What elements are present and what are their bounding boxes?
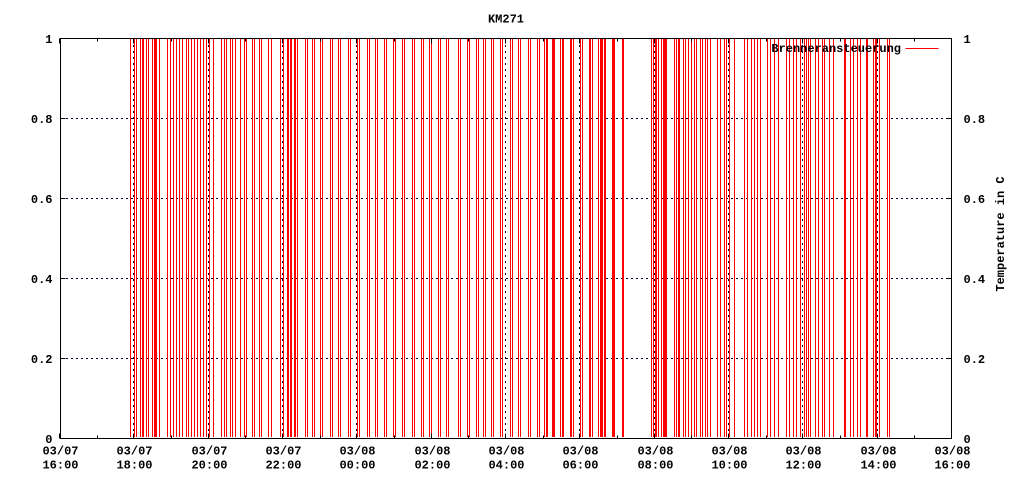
svg-text:0.2: 0.2: [31, 353, 53, 367]
svg-text:0.2: 0.2: [964, 353, 986, 367]
svg-text:KM271: KM271: [488, 13, 524, 27]
svg-text:00:00: 00:00: [339, 459, 375, 473]
svg-text:03/08: 03/08: [488, 445, 524, 459]
svg-text:12:00: 12:00: [785, 459, 821, 473]
svg-text:Temperature in C: Temperature in C: [994, 176, 1008, 291]
svg-text:06:00: 06:00: [562, 459, 598, 473]
svg-text:Brenneransteuerung: Brenneransteuerung: [771, 42, 901, 56]
svg-text:04:00: 04:00: [488, 459, 524, 473]
svg-text:08:00: 08:00: [637, 459, 673, 473]
svg-text:03/08: 03/08: [860, 445, 896, 459]
svg-text:18:00: 18:00: [116, 459, 152, 473]
svg-text:0.4: 0.4: [964, 273, 986, 287]
svg-text:03/07: 03/07: [265, 445, 301, 459]
svg-text:0.4: 0.4: [31, 273, 53, 287]
svg-text:03/08: 03/08: [414, 445, 450, 459]
svg-text:0: 0: [964, 433, 971, 447]
svg-text:22:00: 22:00: [265, 459, 301, 473]
svg-text:0.8: 0.8: [31, 113, 53, 127]
svg-text:03/08: 03/08: [339, 445, 375, 459]
svg-text:03/08: 03/08: [934, 445, 970, 459]
svg-text:03/08: 03/08: [711, 445, 747, 459]
svg-text:02:00: 02:00: [414, 459, 450, 473]
svg-text:0.6: 0.6: [964, 193, 986, 207]
svg-text:03/07: 03/07: [42, 445, 78, 459]
svg-text:20:00: 20:00: [191, 459, 227, 473]
svg-text:03/07: 03/07: [191, 445, 227, 459]
svg-text:1: 1: [45, 33, 52, 47]
svg-text:10:00: 10:00: [711, 459, 747, 473]
svg-text:03/08: 03/08: [637, 445, 673, 459]
svg-text:03/08: 03/08: [785, 445, 821, 459]
svg-text:03/07: 03/07: [116, 445, 152, 459]
svg-text:03/08: 03/08: [562, 445, 598, 459]
svg-text:0.6: 0.6: [31, 193, 53, 207]
svg-text:16:00: 16:00: [42, 459, 78, 473]
svg-text:0: 0: [45, 433, 52, 447]
svg-text:14:00: 14:00: [860, 459, 896, 473]
svg-text:16:00: 16:00: [934, 459, 970, 473]
svg-text:1: 1: [964, 33, 971, 47]
svg-text:0.8: 0.8: [964, 113, 986, 127]
